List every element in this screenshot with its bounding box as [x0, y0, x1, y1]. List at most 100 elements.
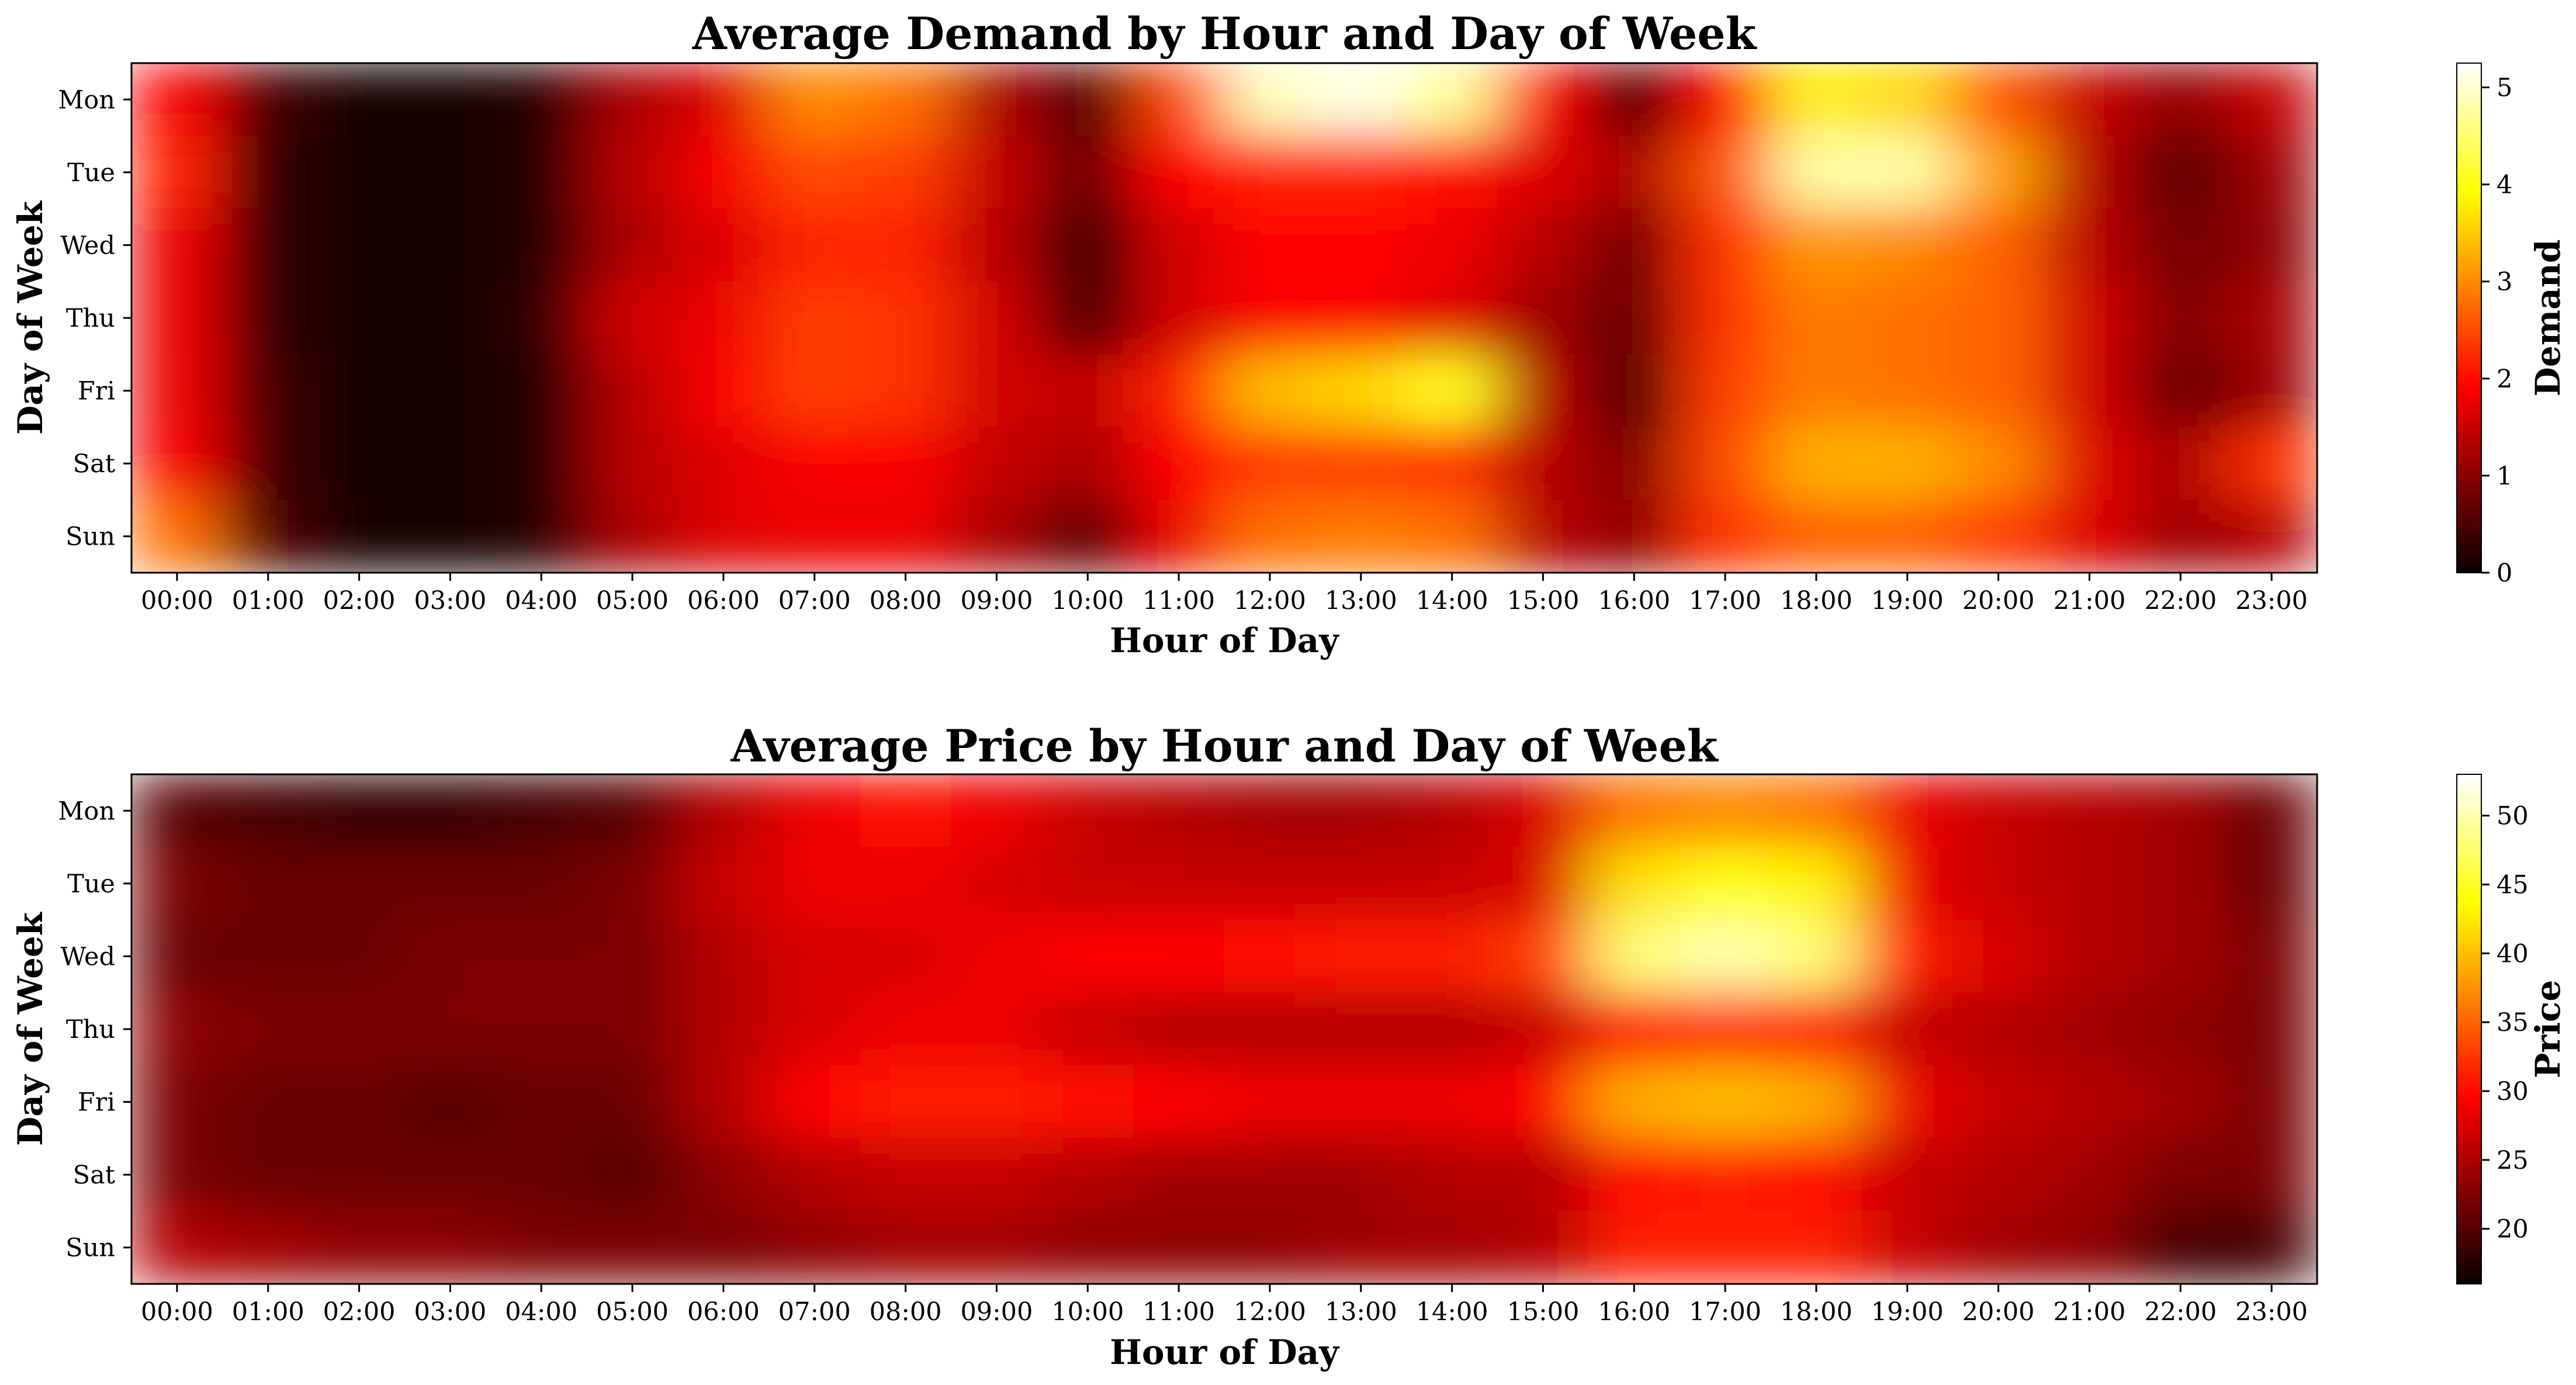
price-x-axis-label: Hour of Day: [1110, 1332, 1340, 1372]
price-heatmap-cell: [768, 1138, 861, 1211]
price-x-tick-label: 12:00: [1234, 1297, 1306, 1327]
demand-heatmap-cell: [1679, 63, 1771, 137]
demand-heatmap-cell: [131, 63, 223, 137]
demand-heatmap-cell: [860, 208, 951, 282]
price-heatmap-cell: [222, 992, 314, 1066]
price-heatmap-cell: [677, 847, 770, 920]
price-heatmap-cells: [131, 774, 2317, 1284]
price-heatmap-cell: [1133, 774, 1225, 848]
price-heatmap-cell: [2134, 774, 2227, 848]
price-heatmap-cell: [1679, 1065, 1771, 1139]
price-heatmap-cell: [1406, 847, 1498, 920]
demand-x-tick-label: 21:00: [2053, 586, 2125, 615]
price-heatmap-cell: [1406, 774, 1498, 848]
demand-heatmap-cell: [1861, 136, 1954, 209]
price-heatmap-cell: [1315, 992, 1407, 1066]
price-x-tick-label: 20:00: [1962, 1297, 2035, 1327]
price-heatmap-cell: [1041, 1138, 1134, 1211]
demand-heatmap-cell: [768, 427, 861, 500]
demand-x-tick-label: 13:00: [1325, 586, 1397, 615]
demand-heatmap-cell: [495, 63, 587, 137]
price-heatmap-cell: [1952, 847, 2044, 920]
price-heatmap-cell: [2225, 1138, 2317, 1211]
demand-x-axis-label: Hour of Day: [1110, 621, 1340, 660]
price-x-tick-label: 02:00: [323, 1297, 396, 1327]
demand-x-tick-label: 22:00: [2144, 586, 2217, 615]
price-heatmap-cell: [1679, 919, 1771, 993]
price-x-tick-label: 09:00: [960, 1297, 1033, 1327]
demand-heatmap-cell: [951, 63, 1043, 137]
price-heatmap-cell: [1406, 919, 1498, 993]
price-x-tick-label: 11:00: [1142, 1297, 1215, 1327]
demand-heatmap-cell: [2225, 63, 2317, 137]
price-heatmap-cell: [768, 992, 861, 1066]
demand-heatmap-cell: [951, 499, 1043, 573]
demand-heatmap-cell: [313, 208, 405, 282]
demand-heatmap-cell: [2044, 427, 2135, 500]
demand-heatmap-cell: [131, 354, 223, 428]
demand-heatmap-cell: [1406, 281, 1498, 355]
price-colorbar-tick-label: 45: [2497, 871, 2529, 900]
price-heatmap-cell: [1315, 1065, 1407, 1139]
price-heatmap-cell: [1952, 992, 2044, 1066]
price-heatmap-cell: [1497, 1210, 1589, 1284]
demand-heatmap-cell: [1406, 354, 1498, 428]
demand-heatmap-cell: [2134, 499, 2227, 573]
demand-heatmap-cell: [2225, 281, 2317, 355]
price-heatmap-cell: [1406, 992, 1498, 1066]
demand-heatmap-cell: [131, 427, 223, 500]
price-heatmap-cell: [1224, 992, 1316, 1066]
demand-heatmap-cell: [768, 208, 861, 282]
demand-x-tick-label: 20:00: [1962, 586, 2035, 615]
price-heatmap-cell: [1133, 1210, 1225, 1284]
price-heatmap-cell: [677, 1138, 770, 1211]
price-heatmap-cell: [1497, 919, 1589, 993]
price-heatmap-cell: [951, 1138, 1043, 1211]
price-heatmap-cell: [404, 1138, 496, 1211]
price-heatmap-cell: [1497, 1138, 1589, 1211]
demand-heatmap-cell: [2044, 281, 2135, 355]
demand-heatmap-cell: [1952, 499, 2044, 573]
price-heatmap-cell: [313, 1065, 405, 1139]
price-heatmap-cell: [586, 919, 678, 993]
price-heatmap-cell: [1041, 992, 1134, 1066]
price-heatmap-cell: [1861, 1210, 1954, 1284]
demand-heatmap-cell: [1224, 499, 1316, 573]
price-heatmap-cell: [1224, 1065, 1316, 1139]
price-y-axis-label: Day of Week: [11, 911, 50, 1146]
demand-heatmap-cell: [1497, 499, 1589, 573]
price-heatmap-cell: [1224, 919, 1316, 993]
price-heatmap-cell: [951, 992, 1043, 1066]
price-heatmap-cell: [677, 774, 770, 848]
demand-heatmap-cell: [1588, 281, 1680, 355]
price-x-tick-label: 19:00: [1871, 1297, 1944, 1327]
price-heatmap-cell: [1406, 1138, 1498, 1211]
demand-heatmap-cell: [2134, 136, 2227, 209]
demand-heatmap-cell: [677, 354, 770, 428]
price-heatmap-cell: [677, 919, 770, 993]
price-heatmap-cell: [313, 919, 405, 993]
price-x-axis: 00:00 01:00 02:00 03:00 04:00 05:00 06:00 07:00…: [141, 1284, 2308, 1327]
demand-heatmap-cell: [768, 63, 861, 137]
demand-x-tick-label: 12:00: [1234, 586, 1306, 615]
demand-heatmap-cell: [677, 63, 770, 137]
price-x-tick-label: 00:00: [141, 1297, 213, 1327]
price-colorbar-frame: [2456, 774, 2482, 1284]
demand-colorbar-tick-label: 1: [2497, 462, 2512, 491]
demand-y-tick-label: Sun: [65, 522, 115, 552]
demand-heatmap-cell: [222, 136, 314, 209]
demand-colorbar-tick-label: 3: [2497, 268, 2512, 297]
price-heatmap-cell: [1497, 847, 1589, 920]
demand-heatmap-cell: [951, 281, 1043, 355]
price-colorbar-label: Price: [2528, 980, 2568, 1078]
price-heatmap-cell: [131, 992, 223, 1066]
price-heatmap-cell: [2225, 992, 2317, 1066]
demand-heatmap-cell: [1041, 427, 1134, 500]
price-y-tick-label: Mon: [58, 797, 115, 826]
demand-heatmap-cell: [1770, 208, 1862, 282]
demand-heatmap-cell: [1224, 136, 1316, 209]
demand-heatmap-cell: [768, 281, 861, 355]
demand-heatmap-cell: [222, 208, 314, 282]
price-heatmap-cell: [1952, 774, 2044, 848]
